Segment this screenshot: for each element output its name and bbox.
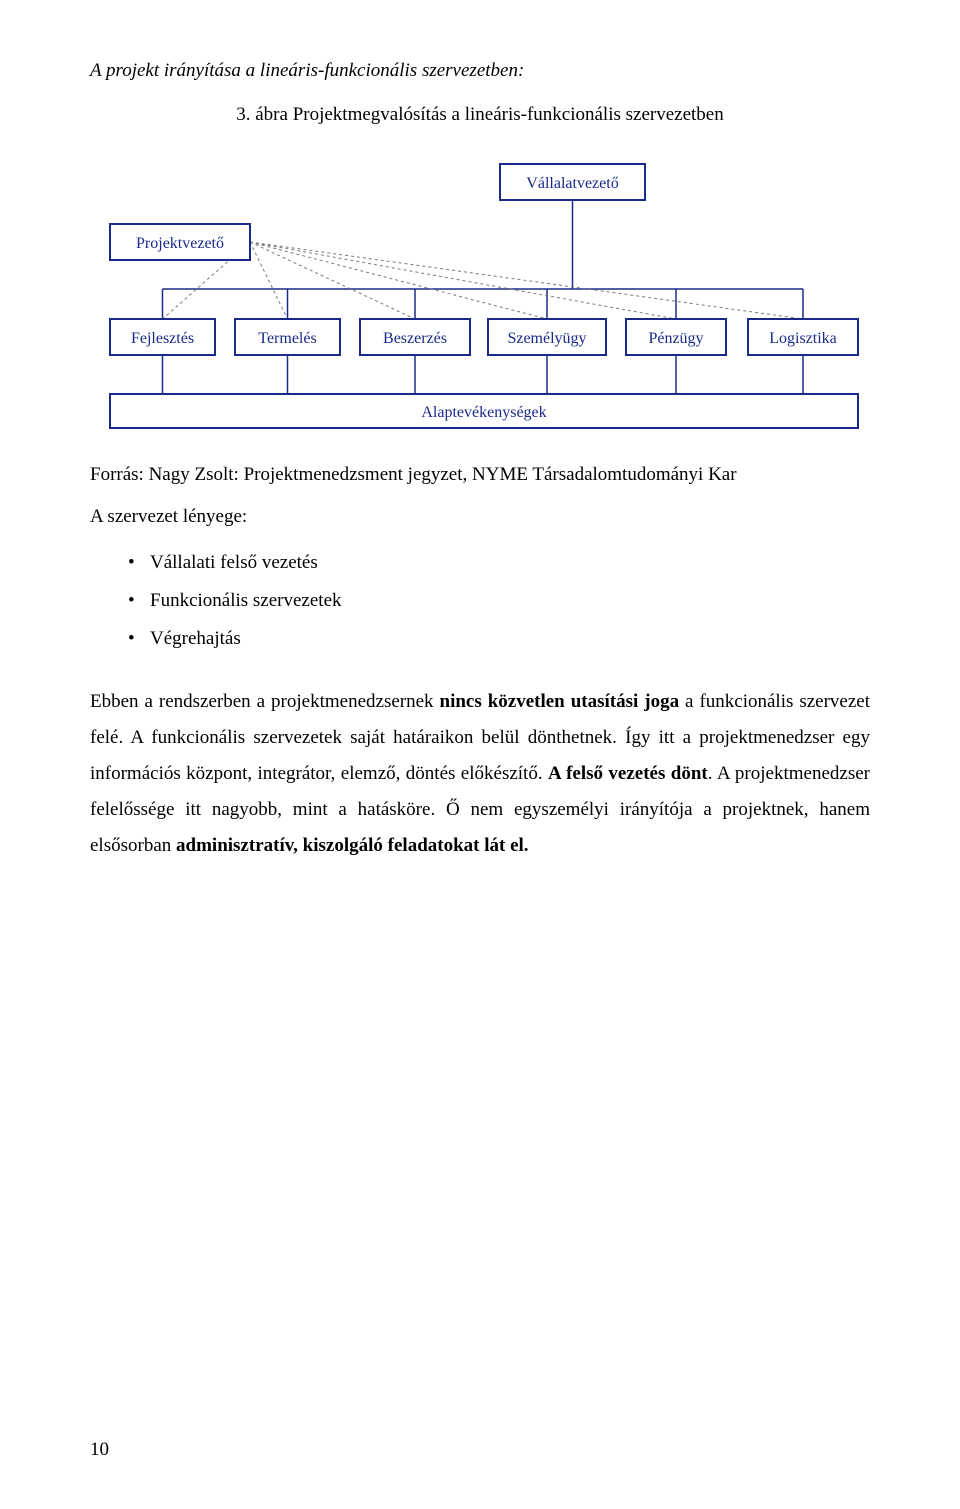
page-number: 10 xyxy=(90,1439,109,1461)
list-item: Végrehajtás xyxy=(150,620,870,658)
svg-text:Vállalatvezető: Vállalatvezető xyxy=(526,175,618,192)
source-line: Forrás: Nagy Zsolt: Projektmenedzsment j… xyxy=(90,464,870,486)
svg-text:Pénzügy: Pénzügy xyxy=(648,330,703,347)
figure-caption: 3. ábra Projektmegvalósítás a lineáris-f… xyxy=(90,104,870,126)
svg-text:Termelés: Termelés xyxy=(258,330,316,347)
body-paragraph: Ebben a rendszerben a projektmenedzserne… xyxy=(90,684,870,864)
svg-text:Beszerzés: Beszerzés xyxy=(383,330,447,347)
org-chart-svg: Vállalatvezető Projektvezető Fejlesztés Ter… xyxy=(90,154,870,434)
sub-heading: A szervezet lényege: xyxy=(90,506,870,528)
list-item: Funkcionális szervezetek xyxy=(150,582,870,620)
org-chart-container: Vállalatvezető Projektvezető Fejlesztés Ter… xyxy=(90,154,870,434)
svg-text:Alaptevékenységek: Alaptevékenységek xyxy=(421,404,546,421)
svg-text:Személyügy: Személyügy xyxy=(507,330,586,347)
svg-text:Fejlesztés: Fejlesztés xyxy=(131,330,194,347)
para-bold: nincs közvetlen utasítási joga xyxy=(440,691,680,712)
svg-text:Logisztika: Logisztika xyxy=(769,330,837,347)
para-bold: adminisztratív, kiszolgáló feladatokat l… xyxy=(176,835,529,856)
bullet-list: Vállalati felső vezetés Funkcionális sze… xyxy=(90,544,870,658)
list-item: Vállalati felső vezetés xyxy=(150,544,870,582)
para-text: Ebben a rendszerben a projektmenedzserne… xyxy=(90,691,440,712)
svg-text:Projektvezető: Projektvezető xyxy=(136,235,224,252)
para-bold: A felső vezetés dönt xyxy=(548,763,708,784)
section-title: A projekt irányítása a lineáris-funkcion… xyxy=(90,60,870,82)
